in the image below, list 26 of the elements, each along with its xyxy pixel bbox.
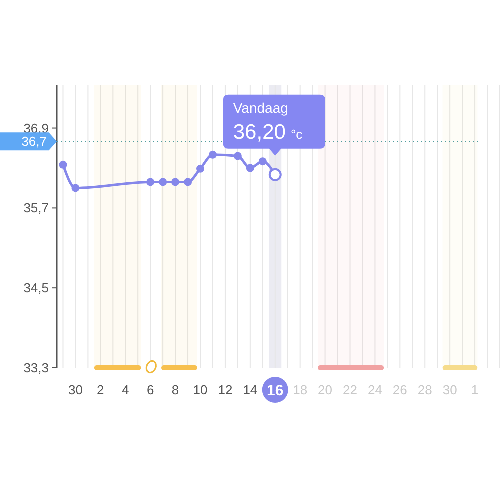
x-tick-label: 4: [122, 382, 130, 398]
x-tick-label: 6: [146, 382, 154, 398]
y-tick-label: 33,3: [24, 360, 49, 376]
x-tick-label: 10: [193, 382, 208, 398]
point: [72, 184, 80, 192]
x-tick-label: 14: [243, 382, 258, 398]
y-tick-label: 35,7: [24, 200, 49, 216]
y-tick-label: 34,5: [24, 280, 49, 296]
point: [208, 150, 217, 159]
point: [246, 164, 254, 172]
point: [196, 164, 205, 173]
x-tick-label: 8: [172, 382, 180, 398]
point: [172, 178, 180, 186]
x-tick-label: 2: [97, 382, 104, 398]
point: [159, 178, 168, 186]
x-tick-label: 12: [218, 382, 233, 398]
x-tick-label: 16: [267, 382, 284, 400]
ref-line-label: 36,7: [22, 134, 47, 150]
point: [234, 152, 242, 160]
point: [59, 160, 68, 169]
point: [146, 178, 155, 186]
annotation: Vandaag 36,20 °c: [233, 100, 304, 144]
y-tick-label: 36,9: [24, 120, 49, 136]
point: [184, 178, 192, 186]
x-tick-label: 30: [68, 382, 83, 398]
point: [258, 158, 267, 166]
